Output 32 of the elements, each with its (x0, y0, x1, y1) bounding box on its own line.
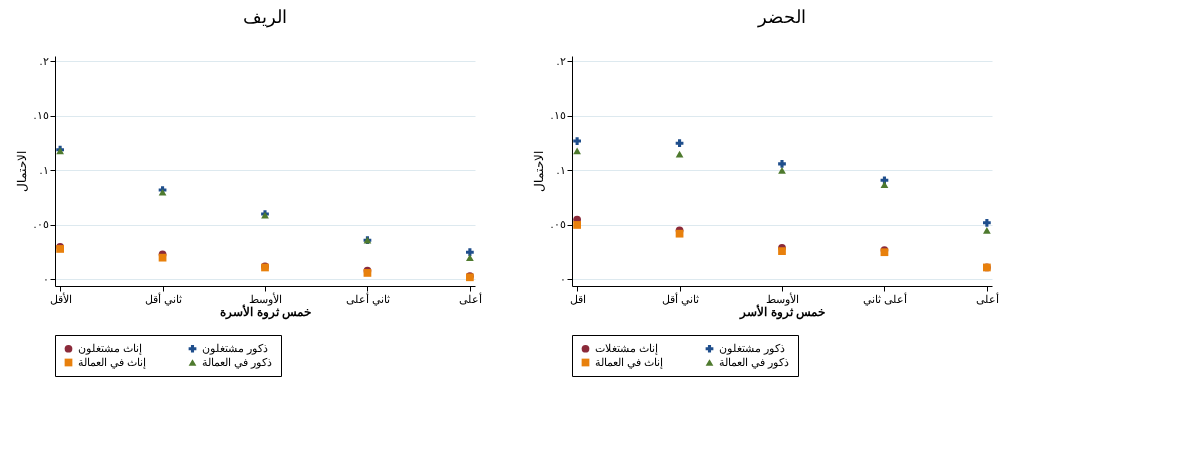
y-tick-label: .٠٥ (550, 218, 566, 231)
x-tick-label: الأقل (49, 291, 72, 305)
y-axis-title: الاحتمال (532, 151, 547, 192)
legend-label: ذكور في العمالة (719, 355, 790, 369)
x-tick-label: اقل (569, 292, 586, 305)
legend-label: ذكور في العمالة (202, 355, 273, 369)
legend-label: إناث في العمالة (78, 355, 147, 369)
x-tick-label: الأوسط (766, 291, 799, 306)
y-tick-label: .١ (39, 163, 49, 176)
y-tick-label: .١ (556, 163, 566, 176)
x-tick-label: ثاني أقل (661, 291, 699, 306)
chart-title: الحضر (757, 7, 806, 29)
y-tick-label: .١٥ (550, 109, 566, 122)
legend-label: ذكور مشتغلون (202, 341, 269, 355)
x-tick-label: أعلى (975, 291, 999, 305)
x-tick-label: أعلى (458, 291, 482, 305)
y-axis-title: الاحتمال (15, 151, 30, 192)
y-tick-label: .٢ (556, 54, 566, 67)
y-tick-label: ٠ (559, 272, 566, 285)
y-tick-label: .٢ (39, 54, 49, 67)
x-tick-label: الأوسط (249, 291, 282, 306)
chart-title: الريف (243, 7, 287, 29)
legend-label: إناث مشتغلون (78, 341, 143, 355)
x-tick-label: ثاني أعلى (345, 291, 390, 306)
legend-label: إناث مشتغلات (595, 341, 659, 355)
y-tick-label: .١٥ (33, 109, 49, 122)
y-tick-label: .٠٥ (33, 218, 49, 231)
x-tick-label: ثاني أقل (144, 291, 182, 306)
legend-label: ذكور مشتغلون (719, 341, 786, 355)
legend-label: إناث في العمالة (595, 355, 664, 369)
y-tick-label: ٠ (42, 272, 49, 285)
x-tick-label: أعلى ثاني (862, 291, 907, 306)
